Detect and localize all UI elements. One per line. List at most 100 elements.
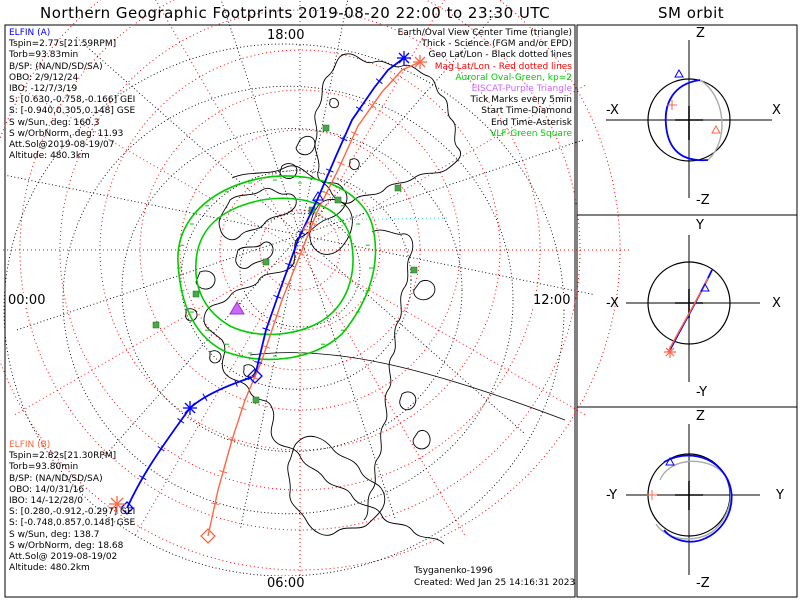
geo-longitude-line: [299, 234, 526, 434]
info-line: S w/OrbNorm, deg: 11.93: [9, 128, 124, 139]
sm3-label-top: Z: [696, 409, 705, 424]
track-tick: [272, 313, 281, 318]
info-line: S w/OrbNorm, deg: 18.68: [9, 540, 124, 551]
coastlines: [185, 53, 462, 545]
track-tick: [219, 470, 228, 474]
coastline-south: [287, 435, 386, 536]
track-tick: [350, 131, 359, 136]
elfin-a-triangle: [665, 456, 675, 466]
elfin-b-asterisk: [647, 490, 657, 500]
geo-longitude-line: [299, 234, 396, 520]
info-line: S: [-0.940,0.305,0.148] GSE: [9, 106, 136, 117]
info-line: Att.Sol@2019-08-19/07: [9, 140, 115, 151]
legend-item: Mag Lat/Lon - Red dotted lines: [434, 61, 572, 72]
sm-frame: [576, 24, 798, 598]
geo-longitude-line: [239, 234, 301, 530]
geo-latitude-lines: [3, 0, 595, 577]
track-tick: [325, 168, 334, 173]
elfin-a-center-diamond: [247, 368, 263, 384]
elfin-b-center-triangle: [302, 221, 314, 231]
elfin-b-triangle: [711, 124, 721, 134]
legend-item: Auroral Oval-Green, kp=2: [455, 72, 572, 83]
info-line: S: [-0.748,0.857,0.148] GSE: [9, 518, 136, 529]
main-title: Northern Geographic Footprints 2019-08-2…: [40, 4, 551, 22]
track-tick: [262, 327, 271, 331]
mlt-label-top: 18:00: [267, 28, 305, 43]
sm2-label-right: X: [772, 296, 781, 311]
coastline-asia-east: [363, 229, 414, 521]
vlf-square: [322, 124, 330, 132]
elfin-a-info: ELFIN (A) Tspin=2.77s[21.59RPM] Torb=93.…: [9, 28, 135, 162]
auroral-oval-outer: [177, 175, 377, 361]
elfin-a-mid-asterisk: [183, 401, 197, 415]
legend-item: Tick Marks every 5min: [470, 95, 572, 106]
elfin-a-markers: [120, 51, 411, 515]
elfin-b-asterisk: [667, 100, 677, 110]
terminator-line: [249, 352, 566, 421]
geo-latitude-line: [239, 212, 361, 328]
elfin-a-tick-marks: [139, 78, 383, 481]
geo-longitude-line: [220, 0, 301, 236]
mag-longitude-line: [299, 0, 445, 251]
map-frame: [4, 24, 576, 598]
legend-item: VLF-Green Square: [490, 128, 572, 139]
legend: Earth/Oval View Center Time (triangle) T…: [398, 28, 572, 140]
track-tick: [177, 418, 185, 424]
info-line: S w/Sun, deg: 138.7: [9, 529, 100, 540]
elfin-a-triangle: [700, 282, 710, 292]
vlf-square: [262, 258, 270, 266]
info-line: B/SP: (NA/ND/SD/SA): [9, 61, 103, 72]
mag-longitude-line: [13, 84, 301, 251]
elfin-a-triangle: [674, 68, 684, 78]
vlf-stations: [152, 124, 418, 404]
geo-longitude-line: [101, 234, 301, 461]
track-tick: [273, 295, 282, 299]
created-timestamp: Created: Wed Jan 25 14:16:31 2023: [414, 578, 576, 588]
track-tick: [284, 282, 293, 287]
polar-map: [0, 0, 630, 580]
elfin-b-tick-marks: [211, 76, 397, 506]
track-tick: [139, 475, 147, 481]
sm2-label-top: Y: [696, 218, 704, 233]
sm2-label-left: -X: [606, 296, 619, 311]
elfin-a-end-asterisk: [397, 51, 411, 65]
mag-longitude-line: [13, 249, 301, 416]
geo-longitude-line: [74, 36, 301, 236]
elfin-b-end-asterisk: [413, 55, 427, 69]
info-line: IBO: 14/-12/28/0: [9, 496, 83, 507]
info-line: OBO: 2/9/12/24: [9, 72, 79, 83]
info-line: IBO: -12/7/3/19: [9, 84, 78, 95]
coastline-north-america: [203, 165, 445, 545]
track-tick: [308, 221, 317, 226]
track-tick: [296, 251, 305, 256]
track-tick: [339, 137, 348, 142]
vlf-square: [252, 396, 260, 404]
mag-longitude-line: [299, 84, 587, 251]
vlf-square: [334, 196, 342, 204]
elfin-b-markers: [109, 55, 427, 544]
geo-latitude-line: [3, 43, 565, 577]
sm1-label-right: X: [772, 103, 781, 118]
legend-item: End Time-Asterisk: [490, 117, 572, 128]
geo-longitude-line: [299, 234, 595, 296]
info-line: Tspin=2.77s[21.59RPM]: [9, 39, 117, 50]
info-line: Altitude: 480.3km: [9, 151, 90, 162]
legend-item: EISCAT-Purple Triangle: [471, 84, 572, 95]
sm1-label-left: -X: [606, 103, 619, 118]
track-tick: [337, 161, 345, 166]
mag-longitude-line: [155, 0, 301, 251]
info-line: S w/Sun, deg: 160.3: [9, 117, 100, 128]
track-tick: [285, 262, 294, 267]
geo-longitude-line: [299, 139, 585, 236]
coastline-canadian-arctic: [218, 187, 297, 241]
sm1-label-bottom: -Z: [696, 193, 710, 208]
info-line: Tspin=2.82s[21.30RPM]: [9, 451, 117, 462]
mag-longitude-line: [134, 249, 301, 537]
elfin-a-center-triangle: [312, 191, 324, 201]
info-line: Torb=93.80min: [9, 462, 79, 473]
info-line: S: [0.630,-0.758,-0.166] GEI: [9, 95, 136, 106]
track-tick: [202, 393, 208, 401]
mlt-label-left: 00:00: [8, 293, 46, 308]
